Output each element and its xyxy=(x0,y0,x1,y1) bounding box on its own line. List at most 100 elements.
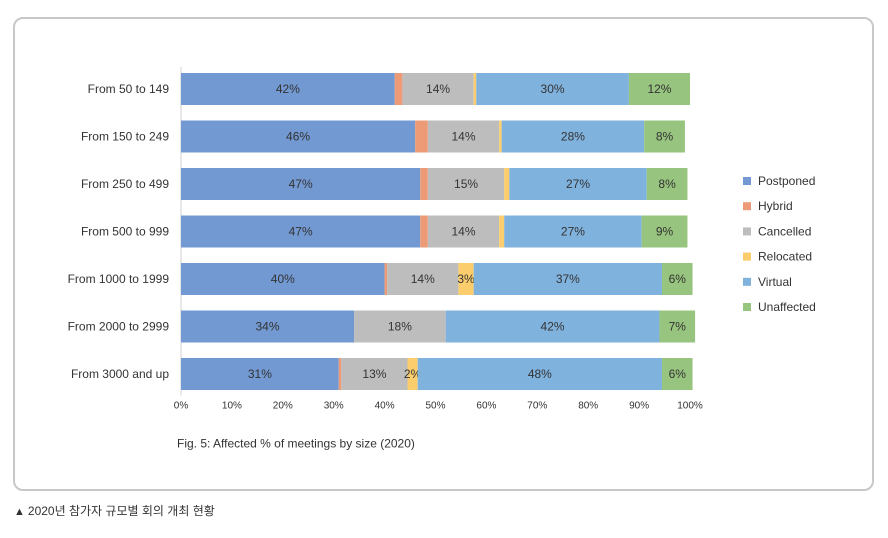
data-label: 7% xyxy=(669,320,687,334)
data-label: 27% xyxy=(561,225,585,239)
chart-frame: From 50 to 149 42% 14% 30% 12% From 150 to 24… xyxy=(13,17,874,491)
data-label: 8% xyxy=(656,130,674,144)
legend-swatch-unaffected xyxy=(743,303,751,311)
data-label: 14% xyxy=(426,82,450,96)
bar-segment-unaffected xyxy=(646,168,688,200)
data-label: 28% xyxy=(561,130,585,144)
bar-segment-relocated xyxy=(504,168,510,200)
data-label: 40% xyxy=(271,272,295,286)
bar-segment-unaffected xyxy=(628,73,690,105)
bar-segment-virtual xyxy=(504,215,642,248)
data-label: 42% xyxy=(276,82,300,96)
data-label: 2% xyxy=(404,367,422,381)
bar-segment-relocated xyxy=(499,120,502,153)
bar-segment-hybrid xyxy=(338,358,342,390)
chart-title: Fig. 5: Affected % of meetings by size (… xyxy=(177,437,415,451)
bar-segment-unaffected xyxy=(662,358,693,390)
data-label: 46% xyxy=(286,130,310,144)
bar-segment-virtual xyxy=(473,263,663,295)
bar-segment-hybrid xyxy=(384,263,388,295)
data-label: 8% xyxy=(658,177,676,191)
data-label: 37% xyxy=(556,272,580,286)
x-tick-label: 100% xyxy=(677,401,703,412)
x-tick-label: 70% xyxy=(527,401,547,412)
bar-segment-cancelled xyxy=(387,263,459,295)
bar-segment-hybrid xyxy=(420,168,428,200)
bar-segment-postponed xyxy=(181,358,339,390)
bar-segment-postponed xyxy=(181,120,416,153)
legend-swatch-postponed xyxy=(743,177,751,185)
data-label: 14% xyxy=(451,130,475,144)
legend-swatch-virtual xyxy=(743,277,751,286)
x-tick-label: 40% xyxy=(375,401,395,412)
legend-swatch-hybrid xyxy=(743,202,751,211)
data-label: 18% xyxy=(388,320,412,334)
bar-segment-cancelled xyxy=(427,215,500,248)
x-tick-label: 80% xyxy=(578,401,598,412)
bar-segment-hybrid xyxy=(415,120,428,153)
data-label: 12% xyxy=(647,82,671,96)
bar-segment-unaffected xyxy=(644,120,685,153)
triangle-icon: ▲ xyxy=(14,506,25,518)
legend-label: Hybrid xyxy=(758,199,793,213)
category-label: From 500 to 999 xyxy=(81,225,169,239)
data-label: 6% xyxy=(669,272,687,286)
legend-swatch-relocated xyxy=(743,252,751,261)
bar-segment-unaffected xyxy=(662,263,693,295)
bar-segment-cancelled xyxy=(427,120,500,153)
legend-label: Virtual xyxy=(758,275,792,289)
category-label: From 1000 to 1999 xyxy=(68,272,170,286)
data-label: 31% xyxy=(248,367,272,381)
bar-segment-relocated xyxy=(407,358,418,390)
data-label: 34% xyxy=(256,320,280,334)
legend-label: Cancelled xyxy=(758,224,811,238)
bar-segment-unaffected xyxy=(641,215,688,248)
bar-segment-hybrid xyxy=(420,215,428,248)
bar-segment-postponed xyxy=(181,310,355,343)
category-label: From 150 to 249 xyxy=(81,130,169,144)
legend-label: Relocated xyxy=(758,250,812,264)
bar-segment-virtual xyxy=(476,73,629,105)
x-tick-label: 90% xyxy=(629,401,649,412)
data-label: 14% xyxy=(411,272,435,286)
data-label: 14% xyxy=(451,225,475,239)
x-tick-label: 30% xyxy=(324,401,344,412)
data-label: 9% xyxy=(656,225,674,239)
data-label: 47% xyxy=(289,225,313,239)
data-label: 47% xyxy=(289,177,313,191)
bar-segment-cancelled xyxy=(402,73,474,105)
data-label: 13% xyxy=(362,367,386,381)
x-tick-label: 10% xyxy=(222,401,242,412)
category-label: From 3000 and up xyxy=(71,367,169,381)
bar-segment-postponed xyxy=(181,263,385,295)
legend-swatch-cancelled xyxy=(743,227,751,236)
caption-text: 2020년 참가자 규모별 회의 개최 현황 xyxy=(27,504,215,518)
category-label: From 50 to 149 xyxy=(88,82,170,96)
bar-segment-hybrid xyxy=(394,73,403,105)
data-label: 3% xyxy=(457,272,475,286)
figure-caption: ▲ 2020년 참가자 규모별 회의 개최 현황 xyxy=(14,502,215,519)
bar-segment-virtual xyxy=(417,358,663,390)
data-label: 48% xyxy=(528,367,552,381)
bar-segment-postponed xyxy=(181,168,421,200)
bar-segment-relocated xyxy=(473,73,477,105)
bar-segment-cancelled xyxy=(427,168,505,200)
x-tick-label: 0% xyxy=(174,401,189,412)
bar-segment-virtual xyxy=(501,120,645,153)
bar-segment-cancelled xyxy=(341,358,408,390)
bar-segment-postponed xyxy=(181,215,421,248)
bar-segment-cancelled xyxy=(354,310,446,343)
data-label: 15% xyxy=(454,177,478,191)
bar-segment-postponed xyxy=(181,73,395,105)
x-tick-label: 50% xyxy=(425,401,445,412)
x-tick-label: 60% xyxy=(476,401,496,412)
bar-segment-virtual xyxy=(445,310,660,343)
data-label: 42% xyxy=(541,320,565,334)
legend-label: Postponed xyxy=(758,174,815,188)
bar-segment-virtual xyxy=(509,168,647,200)
bar-segment-relocated xyxy=(499,215,505,248)
category-label: From 250 to 499 xyxy=(81,177,169,191)
legend-label: Unaffected xyxy=(758,300,816,314)
bar-segment-unaffected xyxy=(659,310,696,343)
bar-segment-relocated xyxy=(458,263,474,295)
